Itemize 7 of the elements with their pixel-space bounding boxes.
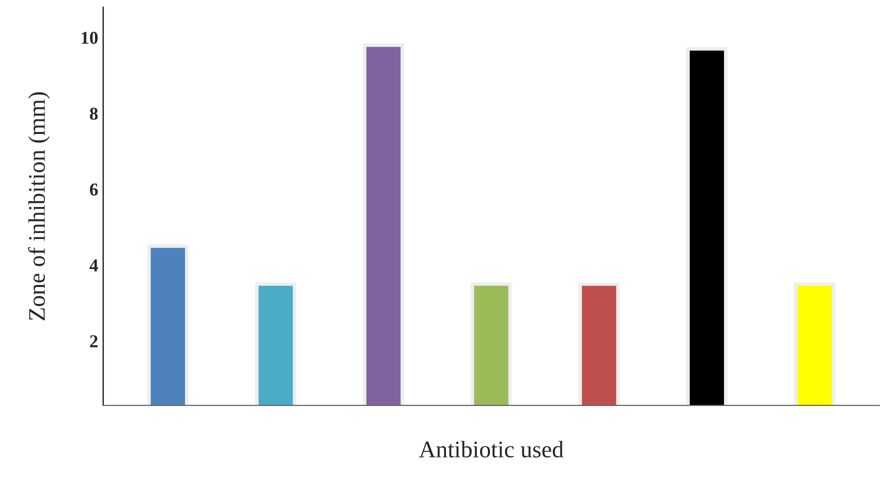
y-tick-label: 8: [90, 108, 98, 120]
y-tick-label: 4: [90, 259, 98, 272]
x-axis-title: Antibiotic used: [419, 440, 564, 458]
y-tick-label: 2: [90, 335, 98, 348]
y-tick-label: 10: [82, 32, 98, 44]
y-tick-label: 6: [90, 184, 98, 196]
y-axis-title: Zone of inhibition (mm): [28, 92, 50, 320]
